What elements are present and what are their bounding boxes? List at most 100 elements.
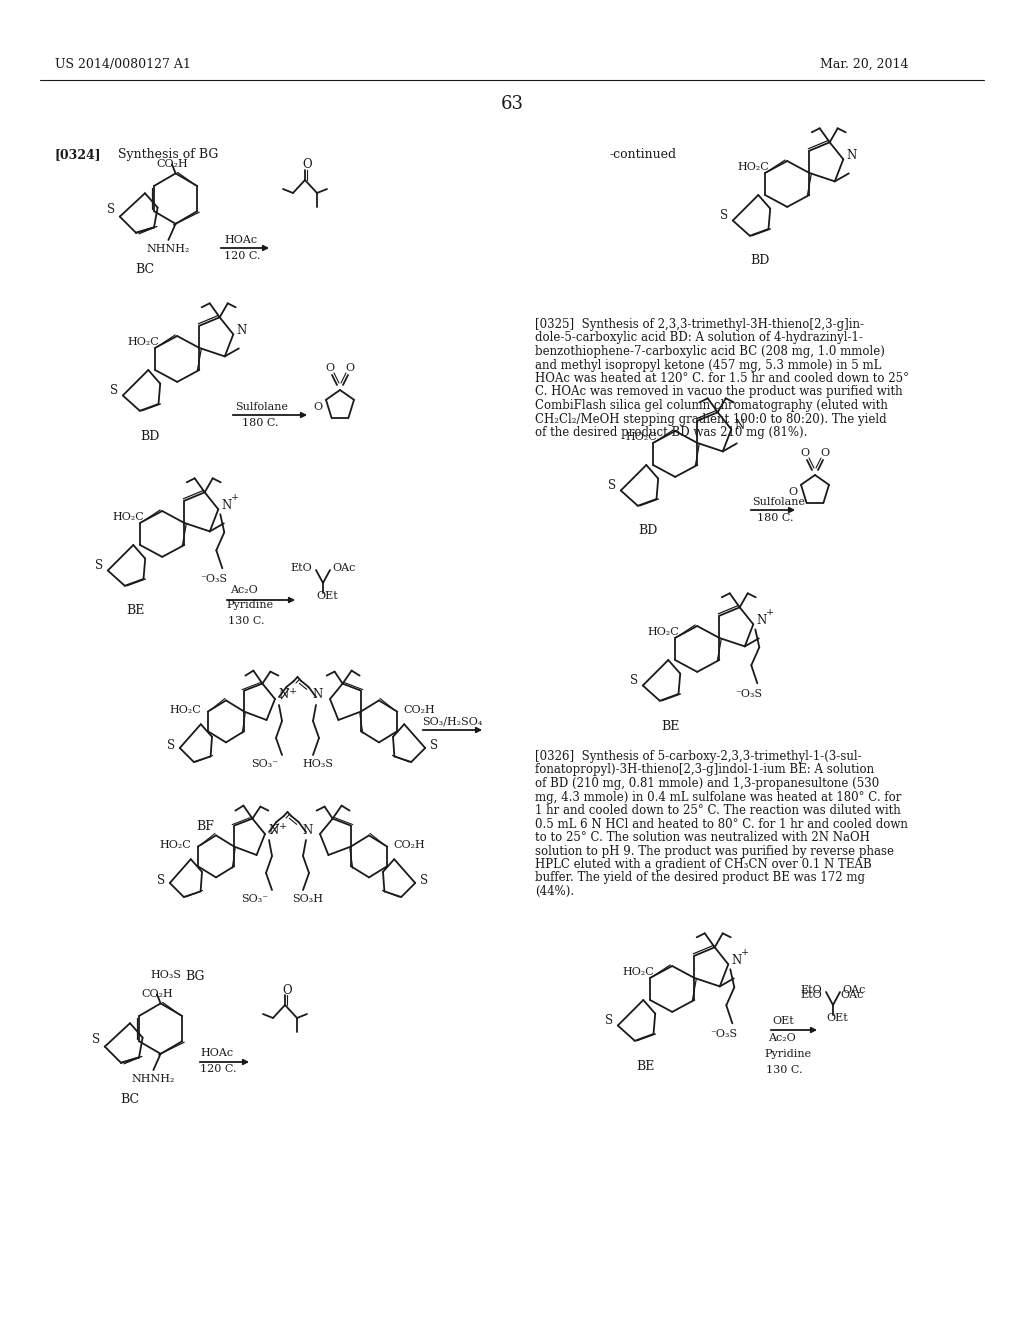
Text: SO₃⁻: SO₃⁻	[251, 759, 279, 770]
Text: ⁻O₃S: ⁻O₃S	[201, 574, 227, 585]
Text: to to 25° C. The solution was neutralized with 2N NaOH: to to 25° C. The solution was neutralize…	[535, 832, 869, 843]
Text: +: +	[741, 948, 750, 957]
Text: BC: BC	[135, 264, 155, 276]
Text: S: S	[106, 203, 115, 216]
Text: Sulfolane: Sulfolane	[752, 498, 805, 507]
Text: fonatopropyl)-3H-thieno[2,3-g]indol-1-ium BE: A solution: fonatopropyl)-3H-thieno[2,3-g]indol-1-iu…	[535, 763, 874, 776]
Text: +: +	[231, 492, 240, 502]
Text: O: O	[788, 487, 797, 496]
Text: O: O	[283, 983, 292, 997]
Text: HPLC eluted with a gradient of CH₃CN over 0.1 N TEAB: HPLC eluted with a gradient of CH₃CN ove…	[535, 858, 871, 871]
Text: 1 hr and cooled down to 25° C. The reaction was diluted with: 1 hr and cooled down to 25° C. The react…	[535, 804, 901, 817]
Text: BD: BD	[751, 255, 770, 268]
Text: C. HOAc was removed in vacuo the product was purified with: C. HOAc was removed in vacuo the product…	[535, 385, 902, 399]
Text: HO₂C: HO₂C	[112, 512, 143, 521]
Text: mg, 4.3 mmole) in 0.4 mL sulfolane was heated at 180° C. for: mg, 4.3 mmole) in 0.4 mL sulfolane was h…	[535, 791, 901, 804]
Text: of BD (210 mg, 0.81 mmole) and 1,3-propanesultone (530: of BD (210 mg, 0.81 mmole) and 1,3-propa…	[535, 777, 880, 789]
Text: OEt: OEt	[826, 1012, 848, 1023]
Text: OAc: OAc	[332, 564, 355, 573]
Text: ⁻O₃S: ⁻O₃S	[711, 1030, 737, 1039]
Text: EtO: EtO	[800, 990, 821, 1001]
Text: O: O	[820, 447, 829, 458]
Text: HO₃S: HO₃S	[150, 970, 181, 979]
Text: S: S	[111, 384, 119, 397]
Text: BE: BE	[660, 719, 679, 733]
Text: CO₂H: CO₂H	[156, 158, 187, 169]
Text: OAc: OAc	[840, 990, 863, 1001]
Text: O: O	[313, 401, 323, 412]
Text: S: S	[608, 479, 616, 492]
Text: S: S	[158, 874, 166, 887]
Text: HO₂C: HO₂C	[160, 840, 191, 850]
Text: CO₂H: CO₂H	[141, 989, 173, 999]
Text: S: S	[720, 209, 728, 222]
Text: and methyl isopropyl ketone (457 mg, 5.3 mmole) in 5 mL: and methyl isopropyl ketone (457 mg, 5.3…	[535, 359, 882, 371]
Text: O: O	[345, 363, 354, 374]
Text: N: N	[268, 824, 279, 837]
Text: N: N	[221, 499, 231, 512]
Text: BC: BC	[121, 1093, 139, 1106]
Text: Pyridine: Pyridine	[226, 601, 273, 610]
Text: OEt: OEt	[316, 591, 338, 601]
Text: [0324]: [0324]	[55, 148, 101, 161]
Text: BE: BE	[126, 605, 144, 618]
Text: +: +	[279, 822, 288, 832]
Text: dole-5-carboxylic acid BD: A solution of 4-hydrazinyl-1-: dole-5-carboxylic acid BD: A solution of…	[535, 331, 863, 345]
Text: S: S	[95, 558, 103, 572]
Text: HO₂C: HO₂C	[623, 966, 654, 977]
Text: HO₂C: HO₂C	[737, 162, 769, 172]
Text: HO₃S: HO₃S	[302, 759, 333, 770]
Text: SO₃⁻: SO₃⁻	[241, 894, 268, 904]
Text: 0.5 mL 6 N HCl and heated to 80° C. for 1 hr and cooled down: 0.5 mL 6 N HCl and heated to 80° C. for …	[535, 817, 908, 830]
Text: (44%).: (44%).	[535, 884, 574, 898]
Text: HO₂C: HO₂C	[625, 432, 656, 442]
Text: 120 C.: 120 C.	[200, 1064, 237, 1074]
Text: Synthesis of BG: Synthesis of BG	[118, 148, 218, 161]
Text: OAc: OAc	[842, 985, 865, 995]
Text: +: +	[766, 607, 774, 616]
Text: N: N	[312, 689, 323, 701]
Text: CO₂H: CO₂H	[403, 705, 435, 714]
Text: O: O	[801, 447, 810, 458]
Text: BG: BG	[185, 970, 205, 983]
Text: CH₂Cl₂/MeOH stepping gradient 100:0 to 80:20). The yield: CH₂Cl₂/MeOH stepping gradient 100:0 to 8…	[535, 412, 887, 425]
Text: N: N	[302, 824, 312, 837]
Text: N: N	[278, 689, 288, 701]
Text: HO₂C: HO₂C	[127, 337, 159, 347]
Text: NHNH₂: NHNH₂	[132, 1073, 175, 1084]
Text: CombiFlash silica gel column chromatography (eluted with: CombiFlash silica gel column chromatogra…	[535, 399, 888, 412]
Text: HOAc: HOAc	[224, 235, 257, 246]
Text: HO₂C: HO₂C	[647, 627, 679, 636]
Text: +: +	[289, 686, 297, 696]
Text: SO₃H: SO₃H	[292, 894, 323, 904]
Text: BE: BE	[636, 1060, 654, 1072]
Text: solution to pH 9. The product was purified by reverse phase: solution to pH 9. The product was purifi…	[535, 845, 894, 858]
Text: EtO: EtO	[290, 564, 311, 573]
Text: O: O	[302, 158, 312, 172]
Text: Ac₂O: Ac₂O	[768, 1034, 796, 1043]
Text: NHNH₂: NHNH₂	[146, 244, 190, 253]
Text: S: S	[605, 1014, 613, 1027]
Text: EtO: EtO	[800, 985, 821, 995]
Text: HO₂C: HO₂C	[170, 705, 202, 714]
Text: N: N	[731, 954, 741, 966]
Text: N: N	[237, 323, 247, 337]
Text: S: S	[420, 874, 428, 887]
Text: 63: 63	[501, 95, 523, 114]
Text: Ac₂O: Ac₂O	[230, 585, 258, 595]
Text: US 2014/0080127 A1: US 2014/0080127 A1	[55, 58, 190, 71]
Text: N: N	[734, 418, 744, 432]
Text: S: S	[92, 1034, 100, 1045]
Text: BD: BD	[638, 524, 657, 537]
Text: of the desired product BD was 210 mg (81%).: of the desired product BD was 210 mg (81…	[535, 426, 807, 440]
Text: CO₂H: CO₂H	[393, 840, 425, 850]
Text: BF: BF	[196, 820, 214, 833]
Text: 120 C.: 120 C.	[224, 251, 260, 261]
Text: -continued: -continued	[610, 148, 677, 161]
Text: 180 C.: 180 C.	[242, 418, 279, 428]
Text: Mar. 20, 2014: Mar. 20, 2014	[820, 58, 908, 71]
Text: 180 C.: 180 C.	[757, 513, 794, 523]
Text: buffer. The yield of the desired product BE was 172 mg: buffer. The yield of the desired product…	[535, 871, 865, 884]
Text: S: S	[167, 739, 175, 751]
Text: N: N	[846, 149, 856, 162]
